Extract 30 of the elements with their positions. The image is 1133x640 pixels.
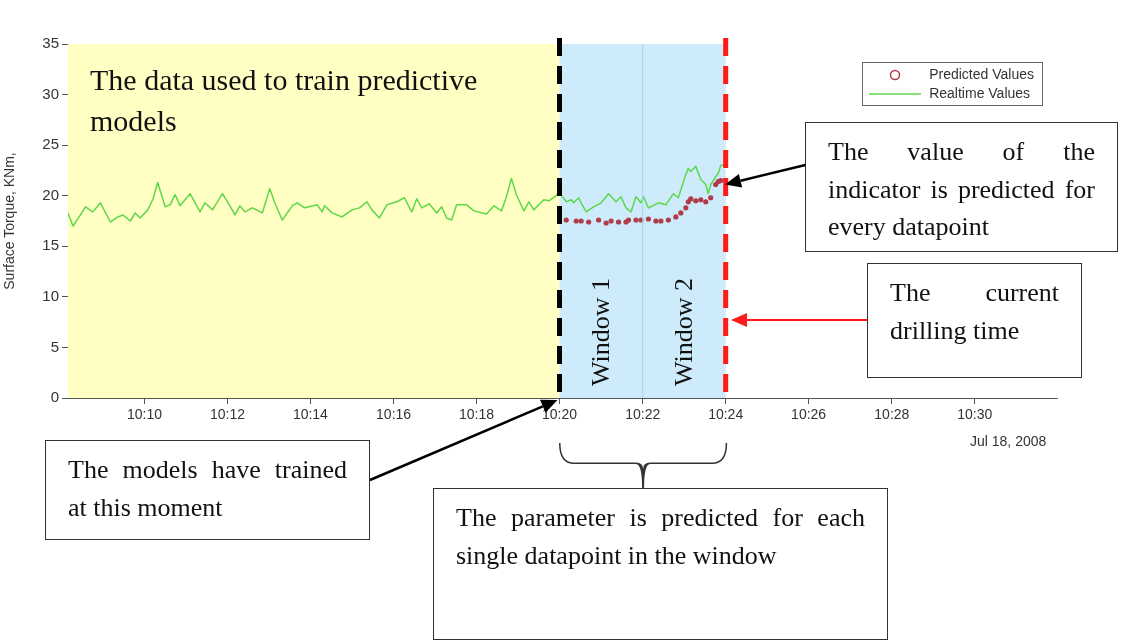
y-tick-label: 5 xyxy=(50,337,59,355)
y-tick-label: 15 xyxy=(42,236,59,254)
x-tick-label: 10:28 xyxy=(874,406,910,423)
x-tick-label: 10:16 xyxy=(376,406,412,423)
legend-label: Realtime Values xyxy=(929,84,1031,103)
y-tick-label: 20 xyxy=(42,185,59,203)
text: The parameter is predicted for each single datapoint in the window xyxy=(433,488,888,640)
x-tick-label: 10:14 xyxy=(292,406,329,423)
text: Jul 18, 2008 xyxy=(970,433,1047,449)
x-tick-label: 10:18 xyxy=(459,406,495,423)
band-label: Window 1 xyxy=(586,278,617,387)
text: The models have trained at this moment xyxy=(45,440,370,540)
x-tick-label: 10:10 xyxy=(126,406,163,423)
x-tick-label: 10:20 xyxy=(541,406,578,423)
x-tick-label: 10:26 xyxy=(791,406,827,423)
x-tick-label: 10:22 xyxy=(625,406,661,423)
annotation: The value of the indicator is predicted for every datapoint xyxy=(805,122,1118,252)
x-tick-label: 10:12 xyxy=(209,406,246,423)
x-tick-label: 10:24 xyxy=(708,406,744,423)
y-tick-label: 0 xyxy=(50,388,59,406)
y-tick-label: 10 xyxy=(42,287,59,304)
band-label: The data used to train predictive models xyxy=(90,62,479,139)
y-tick-label: 35 xyxy=(42,34,59,52)
y-axis-title: Surface Torque, KNm, xyxy=(1,152,18,290)
annotation: The current drilling time xyxy=(867,263,1082,378)
y-tick-label: 25 xyxy=(42,135,59,153)
band-label: Window 2 xyxy=(669,278,700,387)
legend-label: Predicted Values xyxy=(929,65,1034,84)
x-tick-label: 10:30 xyxy=(957,406,993,423)
y-tick-label: 30 xyxy=(42,84,59,102)
